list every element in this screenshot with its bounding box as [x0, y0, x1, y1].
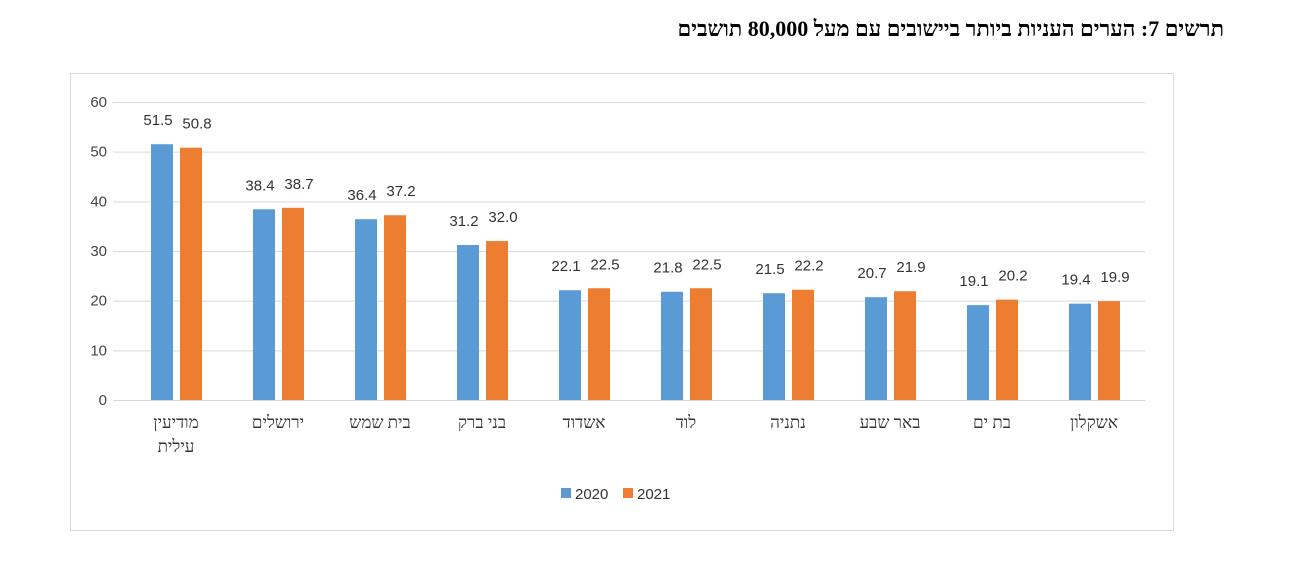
data-label: 22.2 — [794, 258, 823, 275]
bar-2020 — [151, 144, 173, 400]
x-tick-label: מודיעין — [153, 413, 198, 432]
bar-2021 — [180, 147, 202, 400]
bar-2021 — [588, 288, 610, 400]
bar-2021 — [996, 299, 1018, 400]
y-tick-label: 10 — [90, 342, 107, 359]
data-label: 20.2 — [998, 268, 1027, 285]
legend-swatch — [623, 488, 633, 498]
data-label: 36.4 — [347, 187, 376, 204]
legend-swatch — [561, 488, 571, 498]
bar-2020 — [355, 219, 377, 400]
bar-2021 — [690, 288, 712, 400]
bar-2020 — [763, 293, 785, 400]
x-tick-label: בני ברק — [458, 413, 506, 432]
bar-2021 — [1098, 301, 1120, 400]
y-tick-label: 20 — [90, 293, 107, 310]
legend-label: 2021 — [637, 486, 670, 503]
x-tick-label: בת ים — [973, 413, 1011, 432]
y-tick-label: 50 — [90, 144, 107, 161]
y-tick-label: 60 — [90, 94, 107, 111]
bar-2020 — [967, 305, 989, 400]
data-label: 32.0 — [488, 209, 517, 226]
data-label: 21.8 — [653, 260, 682, 277]
bar-2020 — [253, 209, 275, 400]
bar-2021 — [384, 215, 406, 400]
data-label: 20.7 — [857, 265, 886, 282]
y-tick-label: 30 — [90, 243, 107, 260]
bar-2021 — [282, 207, 304, 400]
bar-2020 — [1069, 303, 1091, 400]
x-tick-label: לוד — [676, 413, 697, 432]
x-tick-label: באר שבע — [860, 413, 921, 432]
bar-2020 — [865, 297, 887, 400]
chart-title: תרשים 7: הערים העניות ביותר ביישובים עם … — [677, 16, 1224, 41]
data-label: 19.4 — [1061, 272, 1090, 289]
y-tick-label: 0 — [99, 392, 107, 409]
data-label: 21.9 — [896, 259, 925, 276]
data-label: 38.4 — [245, 177, 274, 194]
data-label: 37.2 — [386, 183, 415, 200]
data-label: 21.5 — [755, 261, 784, 278]
bar-2020 — [457, 245, 479, 400]
data-label: 51.5 — [143, 112, 172, 129]
legend-label: 2020 — [575, 486, 608, 503]
data-label: 19.9 — [1100, 269, 1129, 286]
bar-2020 — [559, 290, 581, 400]
data-label: 31.2 — [449, 213, 478, 230]
data-label: 19.1 — [959, 273, 988, 290]
bar-2021 — [486, 241, 508, 400]
x-tick-label: נתניה — [770, 413, 806, 432]
data-label: 22.5 — [590, 256, 619, 273]
bar-2020 — [661, 291, 683, 400]
data-label: 22.5 — [692, 256, 721, 273]
data-label: 50.8 — [182, 116, 211, 133]
x-tick-label: ירושלים — [252, 413, 304, 432]
x-tick-label: עילית — [158, 437, 195, 456]
x-tick-label: אשקלון — [1070, 413, 1118, 432]
data-label: 22.1 — [551, 258, 580, 275]
data-label: 38.7 — [284, 176, 313, 193]
y-tick-label: 40 — [90, 193, 107, 210]
bar-2021 — [792, 289, 814, 400]
bar-2021 — [894, 291, 916, 400]
x-tick-label: בית שמש — [349, 413, 410, 432]
x-tick-label: אשדוד — [563, 413, 606, 432]
